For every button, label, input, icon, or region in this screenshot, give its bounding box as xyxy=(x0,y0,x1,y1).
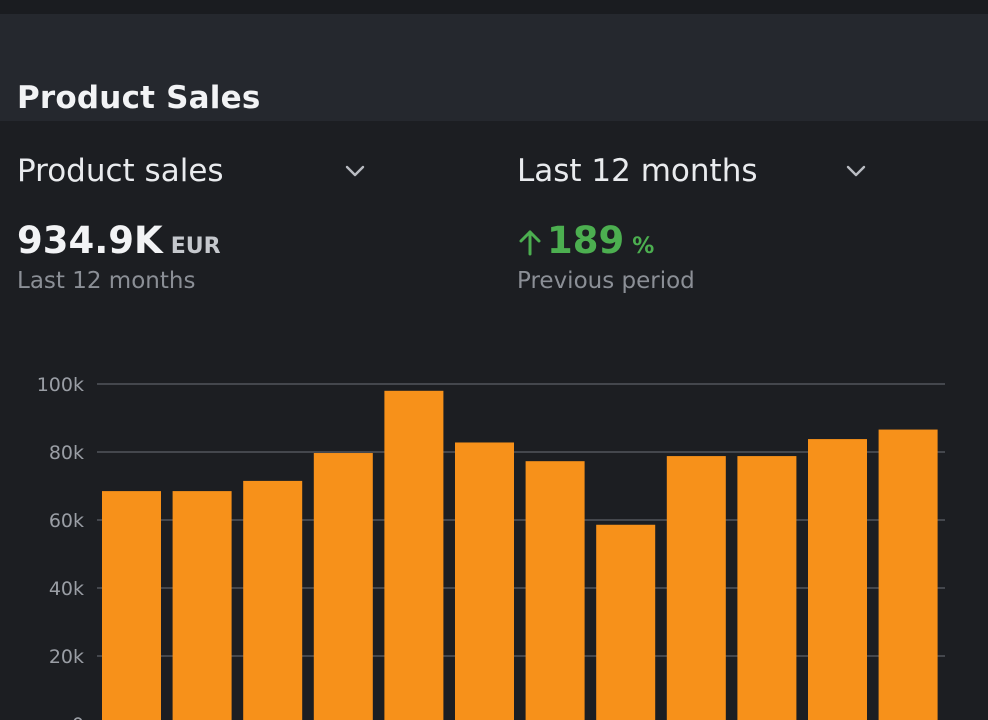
chevron-down-icon xyxy=(345,165,365,177)
total-sales-metric: 934.9K EUR Last 12 months xyxy=(17,219,221,294)
sales-bar[interactable] xyxy=(313,453,373,720)
y-tick-label: 80k xyxy=(49,442,84,464)
y-tick-label: 20k xyxy=(49,646,84,668)
metric-select-value: Product sales xyxy=(17,153,224,189)
page-title: Product Sales xyxy=(17,80,261,116)
metric-select[interactable]: Product sales xyxy=(17,149,377,193)
sales-bar[interactable] xyxy=(172,491,232,720)
y-tick-label: 0 xyxy=(72,714,84,720)
chevron-down-icon xyxy=(846,165,866,177)
change-metric: 189 % Previous period xyxy=(517,219,695,294)
total-sales-value: 934.9K xyxy=(17,219,163,262)
sales-bar[interactable] xyxy=(737,456,797,720)
change-value: 189 xyxy=(547,219,625,262)
change-unit: % xyxy=(632,234,655,259)
y-tick-label: 60k xyxy=(49,510,84,532)
sales-bar[interactable] xyxy=(455,442,514,720)
sales-bar[interactable] xyxy=(102,491,161,720)
change-caption: Previous period xyxy=(517,268,695,294)
page-header: Product Sales xyxy=(0,14,988,121)
sales-bar[interactable] xyxy=(666,456,726,720)
sales-bar[interactable] xyxy=(808,439,867,720)
arrow-up-icon xyxy=(519,230,541,256)
sales-bar[interactable] xyxy=(384,390,444,720)
status-strip xyxy=(0,0,988,14)
sales-bar[interactable] xyxy=(525,461,585,720)
sales-bar[interactable] xyxy=(596,524,656,720)
sales-bar[interactable] xyxy=(243,480,303,720)
sales-bar[interactable] xyxy=(878,429,938,720)
total-sales-caption: Last 12 months xyxy=(17,268,196,294)
currency-unit: EUR xyxy=(170,234,221,259)
y-tick-label: 100k xyxy=(37,374,84,396)
sales-bar-chart: 0 20k 40k 60k 80k 100k xyxy=(37,374,945,720)
period-select-value: Last 12 months xyxy=(517,153,758,189)
y-tick-label: 40k xyxy=(49,578,84,600)
period-select[interactable]: Last 12 months xyxy=(517,149,877,193)
